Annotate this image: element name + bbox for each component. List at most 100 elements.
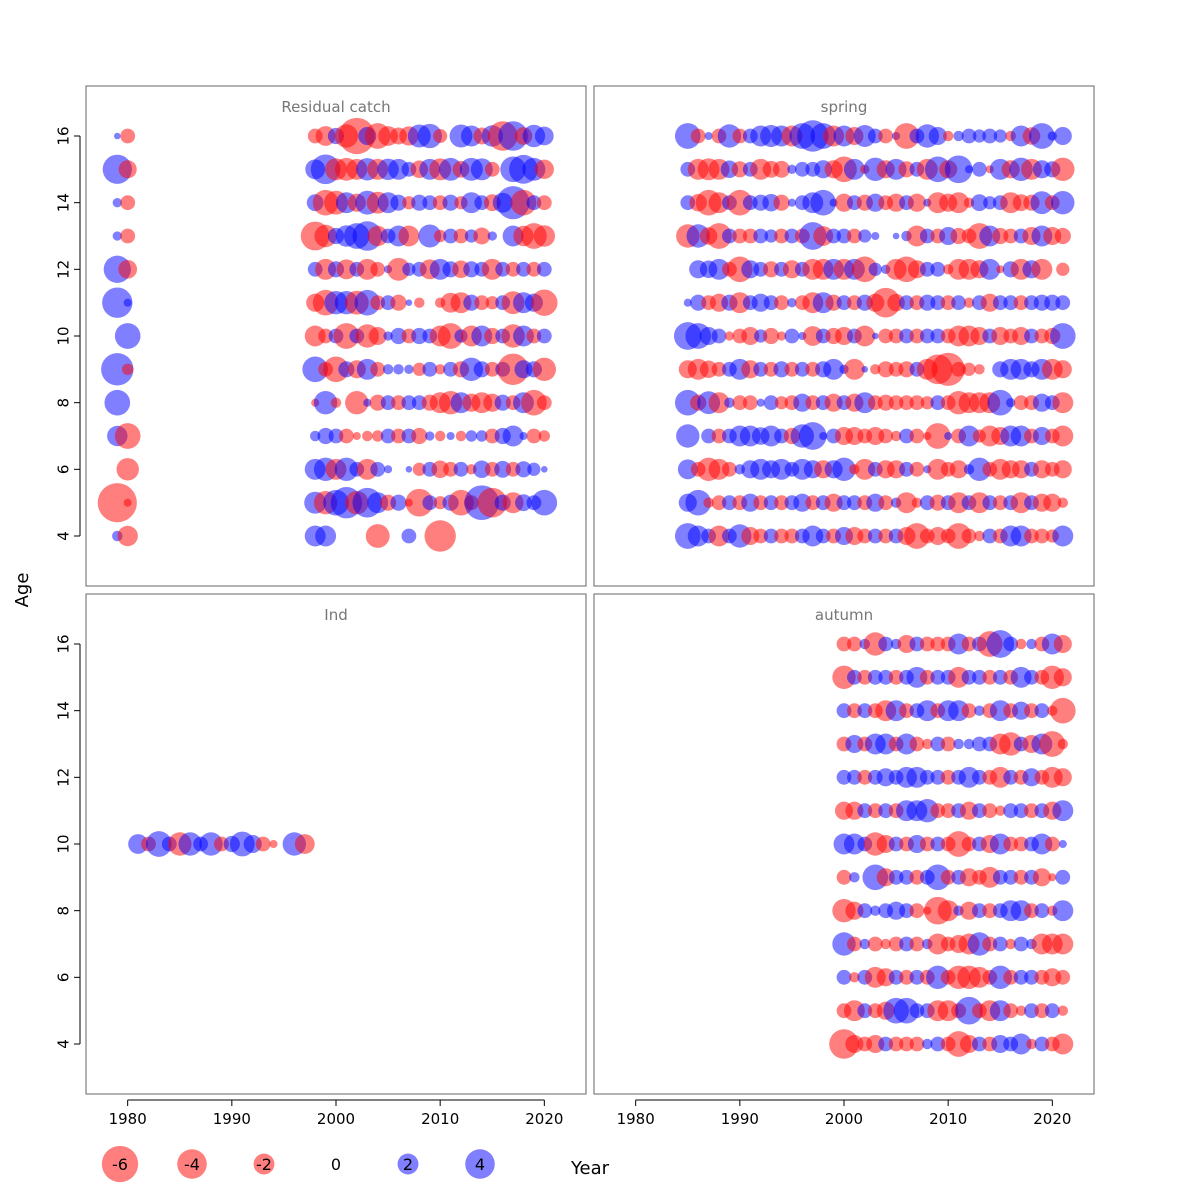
bubble-point — [836, 295, 852, 311]
bubble-point — [526, 428, 542, 444]
bubble-point — [690, 128, 706, 144]
bubble-point — [909, 636, 925, 652]
bubble-point — [888, 669, 904, 685]
bubble-point — [940, 736, 956, 752]
bubble-point — [930, 261, 946, 277]
bubble-point — [1003, 969, 1019, 985]
bubble-point — [104, 389, 131, 416]
bubble-point — [964, 165, 974, 174]
bubble-point — [887, 460, 906, 479]
bubble-point — [411, 427, 428, 445]
bubble-point — [909, 461, 925, 477]
bubble-point — [958, 425, 980, 447]
bubble-point — [1032, 426, 1051, 446]
bubble-point — [972, 669, 987, 685]
bubble-point — [944, 155, 973, 184]
bubble-point — [384, 465, 393, 474]
bubble-point — [972, 161, 987, 177]
bubble-point — [526, 261, 542, 277]
bubble-point — [930, 295, 946, 311]
bubble-point — [909, 969, 925, 985]
bubble-point — [1032, 393, 1051, 412]
bubble-point — [845, 901, 864, 920]
bubble-point — [857, 803, 873, 819]
bubble-point — [391, 395, 406, 411]
bubble-point — [1052, 1033, 1074, 1055]
bubble-point — [857, 528, 873, 544]
bubble-point — [470, 158, 493, 181]
bubble-point — [993, 129, 1007, 143]
bubble-point — [980, 293, 999, 312]
bubble-point — [434, 430, 446, 442]
bubble-point — [1024, 1003, 1039, 1019]
bubble-point — [328, 428, 344, 444]
bubble-point — [422, 495, 438, 511]
bubble-point — [521, 389, 547, 416]
bubble-point — [536, 395, 552, 411]
bubble-point — [911, 497, 923, 508]
bubble-point — [929, 494, 946, 511]
bubble-point — [916, 700, 938, 722]
panel-frame — [85, 85, 587, 587]
bubble-point — [982, 903, 998, 919]
bubble-point — [919, 636, 935, 652]
bubble-point — [701, 428, 716, 444]
bubble-point — [907, 260, 926, 279]
bubble-point — [371, 430, 384, 442]
bubble-point — [1053, 360, 1072, 379]
bubble-point — [854, 392, 876, 414]
bubble-point — [897, 634, 916, 654]
bubble-point — [1031, 258, 1053, 280]
bubble-point — [953, 130, 964, 142]
bubble-point — [909, 328, 925, 344]
x-tick-label: 2010 — [421, 1110, 459, 1128]
bubble-point — [774, 228, 789, 244]
bubble-point — [722, 495, 737, 511]
bubble-point — [527, 462, 541, 476]
bubble-point — [1026, 638, 1037, 650]
bubble-point — [417, 123, 442, 149]
bubble-point — [1032, 868, 1051, 887]
bubble-point — [405, 488, 434, 517]
bubble-point — [1026, 1038, 1037, 1050]
bubble-point — [876, 834, 895, 854]
bubble-point — [1052, 800, 1074, 822]
bubble-point — [1043, 968, 1062, 987]
bubble-point — [729, 292, 751, 314]
panel-0: Residual catch — [85, 85, 587, 587]
bubble-point — [888, 836, 904, 852]
bubble-point — [972, 129, 987, 143]
bubble-point — [690, 294, 707, 311]
bubble-point — [463, 261, 480, 278]
bubble-point — [944, 431, 953, 441]
bubble-point — [794, 361, 810, 377]
bubble-point — [97, 483, 137, 523]
bubble-point — [845, 526, 864, 546]
bubble-point — [909, 736, 925, 752]
bubble-point — [982, 936, 998, 952]
bubble-point — [877, 394, 894, 411]
bubble-point — [178, 832, 202, 856]
bubble-point — [711, 328, 727, 344]
bubble-point — [294, 834, 315, 854]
bubble-point — [1024, 328, 1039, 344]
legend-bubble — [101, 1145, 139, 1183]
x-tick-label: 2000 — [825, 1110, 863, 1128]
bubble-point — [422, 195, 438, 211]
bubble-point — [919, 294, 936, 311]
bubble-point — [774, 528, 789, 544]
bubble-point — [431, 460, 449, 479]
bubble-point — [412, 362, 426, 376]
bubble-point — [741, 326, 760, 346]
legend-label: -4 — [184, 1155, 200, 1174]
bubble-point — [928, 526, 947, 546]
bubble-point — [732, 395, 748, 411]
bubble-point — [896, 492, 917, 514]
bubble-point — [424, 520, 456, 552]
bubble-point — [787, 198, 796, 207]
bubble-point — [442, 194, 459, 211]
bubble-point — [393, 364, 404, 375]
bubble-point — [1051, 157, 1075, 181]
bubble-point — [992, 227, 1009, 245]
bubble-point — [1012, 701, 1031, 720]
